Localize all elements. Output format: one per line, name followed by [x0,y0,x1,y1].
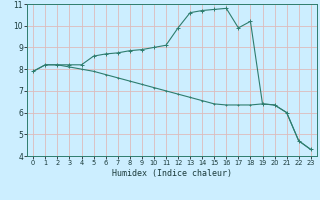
X-axis label: Humidex (Indice chaleur): Humidex (Indice chaleur) [112,169,232,178]
